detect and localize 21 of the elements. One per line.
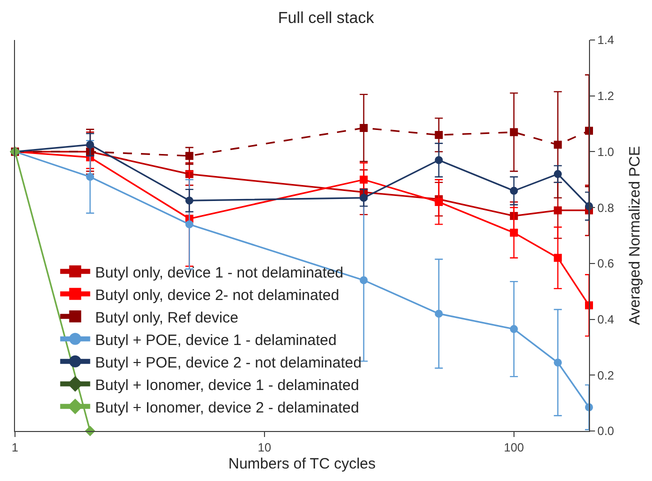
legend-label: Butyl only, device 1 - not delaminated: [95, 264, 344, 282]
legend-label: Butyl + Ionomer, device 2 - delaminated: [95, 399, 360, 416]
y-tick-label: 0.8: [597, 200, 614, 215]
y-axis-title: Averaged Normalized PCE: [626, 146, 644, 325]
y-tick-label: 0.2: [597, 368, 614, 382]
legend-label: Butyl only, device 2- not delaminated: [95, 286, 340, 304]
y-tick-label: 0.0: [597, 424, 614, 438]
y-tick-label: 0.6: [597, 256, 614, 271]
legend-label: Butyl only, Ref device: [95, 309, 238, 326]
y-tick-label: 0.4: [597, 312, 614, 326]
x-tick-label: 100: [504, 440, 524, 454]
legend-label: Butyl + Ionomer, device 1 - delaminated: [95, 376, 360, 394]
chart-title: Full cell stack: [278, 10, 376, 28]
x-axis-title: Numbers of TC cycles: [228, 455, 376, 472]
legend-label: Butyl + POE, device 1 - delaminated: [95, 332, 337, 349]
y-tick-label: 1.0: [597, 144, 614, 159]
legend-label: Butyl + POE, device 2 - not delaminated: [95, 354, 362, 372]
x-tick-label: 1: [12, 440, 19, 454]
y-tick-label: 1.2: [597, 89, 614, 104]
x-tick-label: 10: [258, 440, 272, 454]
y-tick-label: 1.4: [597, 33, 614, 48]
